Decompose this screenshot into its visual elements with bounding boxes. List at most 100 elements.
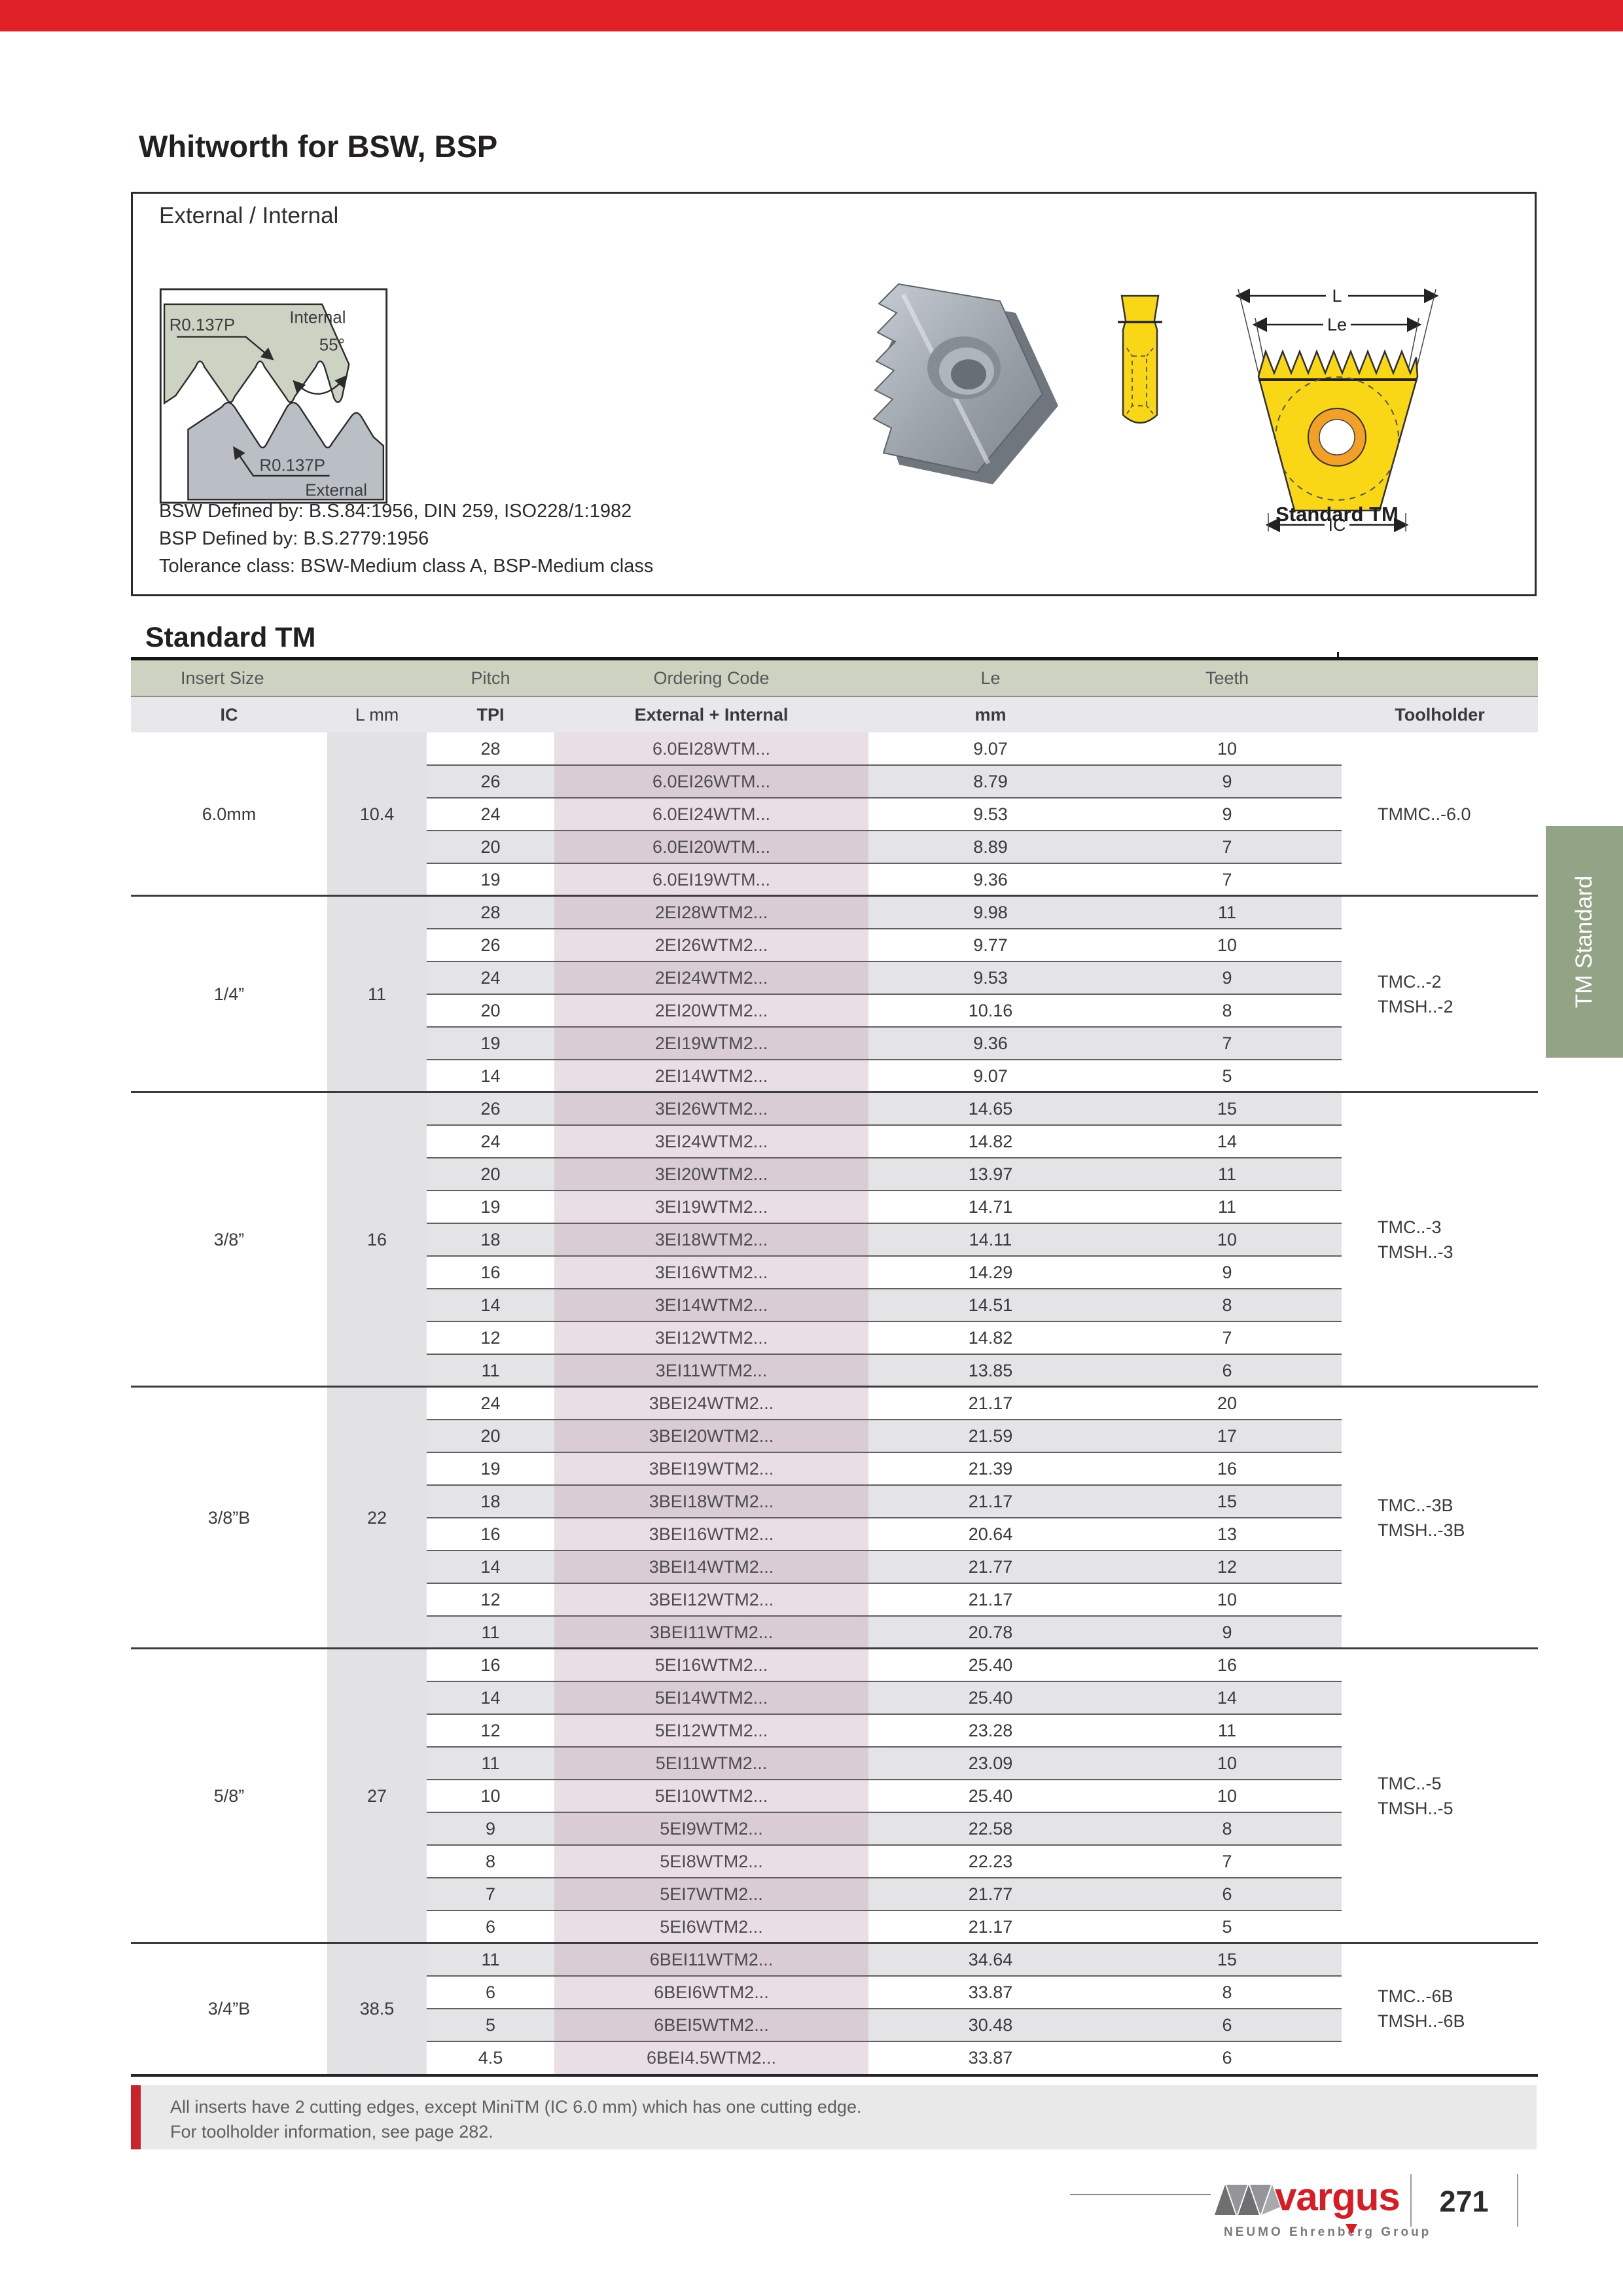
l-cell	[327, 896, 427, 929]
l-cell	[327, 1158, 427, 1191]
le-cell: 10.16	[968, 1000, 1013, 1020]
header-tpi: TPI	[476, 704, 505, 725]
teeth-cell: 7	[1222, 1851, 1232, 1871]
row-divider	[427, 1452, 1342, 1453]
le-cell: 23.28	[968, 1720, 1013, 1740]
l-cell	[327, 1420, 427, 1452]
header-l-mm: L mm	[355, 704, 399, 725]
side-profile-dash-1	[1126, 348, 1133, 357]
toolholder-lines: TMC..-5 TMSH..-5	[1378, 1771, 1454, 1821]
l-cell	[327, 1321, 427, 1354]
toolholder-label: TMC..-2 TMSH..-2	[1378, 896, 1538, 1092]
header-pitch: Pitch	[471, 668, 510, 688]
footnote-text: All inserts have 2 cutting edges, except…	[170, 2094, 862, 2144]
table-row: 28 6.0EI28WTM... 9.07 10	[131, 732, 1538, 766]
le-cell: 20.64	[968, 1524, 1013, 1544]
external-thread-shape	[187, 401, 385, 501]
tpi-cell: 10	[480, 1785, 501, 1806]
tpi-cell: 8	[485, 1851, 496, 1871]
tpi-cell: 16	[480, 1262, 501, 1282]
l-cell	[327, 798, 427, 831]
l-cell	[327, 1452, 427, 1485]
teeth-cell: 5	[1222, 1916, 1232, 1937]
standard-tm-caption: Standard TM	[1275, 503, 1399, 526]
row-divider	[427, 2041, 1342, 2042]
side-profile-dash-4	[1146, 405, 1154, 414]
toolholder-line: TMC..-5	[1378, 1774, 1442, 1793]
le-cell: 21.17	[968, 1916, 1013, 1937]
tpi-cell: 7	[427, 1878, 554, 1910]
tpi-cell: 24	[480, 1393, 501, 1413]
tpi-cell: 28	[480, 738, 501, 759]
table-row: 11 3EI11WTM2... 13.85 6	[131, 1354, 1538, 1387]
ordering-code-cell: 3EI24WTM2...	[554, 1125, 868, 1158]
l-cell	[327, 863, 427, 896]
teeth-cell: 15	[1113, 1092, 1342, 1125]
le-cell: 23.09	[868, 1747, 1113, 1780]
footnote-line-2: For toolholder information, see page 282…	[170, 2122, 493, 2142]
row-divider	[427, 1190, 1342, 1191]
le-cell: 9.36	[868, 1027, 1113, 1060]
insert-size-label: 6.0mm	[202, 804, 257, 824]
insert-size-label: 3/8”	[213, 1229, 245, 1249]
dim-l-ext-left	[1238, 289, 1259, 374]
table-group: 16 5EI16WTM2... 25.40 16 14 5EI14WTM2... 25.40…	[131, 1647, 1538, 1943]
top-red-bar	[0, 0, 1623, 31]
l-cell	[327, 1485, 427, 1518]
toolholder-line: TMSH..-2	[1378, 997, 1454, 1016]
ordering-code-cell: 2EI19WTM2...	[554, 1027, 868, 1060]
l-cell	[327, 1256, 427, 1289]
l-cell	[327, 1551, 427, 1583]
table-row: 18 3BEI18WTM2... 21.17 15	[131, 1485, 1538, 1518]
insert-side-profile	[1118, 295, 1162, 424]
teeth-cell: 6	[1113, 1354, 1342, 1387]
table-row: 16 3BEI16WTM2... 20.64 13	[131, 1518, 1538, 1551]
toolholder-label: TMC..-5 TMSH..-5	[1378, 1649, 1538, 1943]
le-cell: 14.82	[968, 1131, 1013, 1151]
l-value-label: 27	[366, 1785, 387, 1806]
radius-top-label: R0.137P	[169, 316, 235, 334]
le-cell: 9.77	[973, 935, 1008, 955]
tolerance-class: Tolerance class: BSW-Medium class A, BSP…	[159, 556, 654, 577]
external-label: External	[305, 482, 367, 500]
ordering-code-cell: 5EI16WTM2...	[554, 1649, 868, 1681]
row-divider	[427, 2008, 1342, 2009]
teeth-cell: 9	[1113, 961, 1342, 994]
ordering-code-cell: 3BEI11WTM2...	[554, 1616, 868, 1649]
ordering-code-cell: 2EI14WTM2...	[554, 1060, 868, 1092]
row-divider	[427, 1321, 1342, 1322]
teeth-cell: 14	[1113, 1681, 1342, 1714]
l-cell	[327, 1191, 427, 1223]
row-divider	[427, 863, 1342, 864]
teeth-cell: 11	[1217, 1720, 1237, 1740]
l-cell	[327, 929, 427, 961]
toolholder-lines: TMMC..-6.0	[1378, 802, 1471, 827]
teeth-cell: 20	[1217, 1393, 1238, 1413]
ordering-code-cell: 6BEI5WTM2...	[554, 2009, 868, 2041]
teeth-cell: 7	[1113, 831, 1342, 863]
teeth-cell: 9	[1222, 804, 1232, 824]
le-cell: 8.79	[868, 765, 1113, 798]
dim-l-label: L	[1332, 286, 1342, 306]
row-divider	[427, 1812, 1342, 1813]
ordering-code-cell: 3BEI16WTM2...	[554, 1518, 868, 1551]
ordering-code-cell: 3BEI19WTM2...	[554, 1452, 868, 1485]
tpi-cell: 19	[427, 1027, 554, 1060]
l-cell	[327, 1780, 427, 1812]
row-divider	[427, 1026, 1342, 1028]
table-row: 24 2EI24WTM2... 9.53 9	[131, 961, 1538, 995]
row-divider	[427, 1844, 1342, 1846]
table-row: 7 5EI7WTM2... 21.77 6	[131, 1878, 1538, 1911]
table-row: 6 5EI6WTM2... 21.17 5	[131, 1910, 1538, 1943]
logo-triangle-3	[1238, 2185, 1259, 2215]
le-cell: 8.89	[868, 831, 1113, 863]
table-row: 14 3BEI14WTM2... 21.77 12	[131, 1551, 1538, 1584]
ordering-code-cell: 3EI19WTM2...	[554, 1191, 868, 1223]
table-row: 20 6.0EI20WTM... 8.89 7	[131, 831, 1538, 864]
ordering-code-cell: 3EI16WTM2...	[554, 1256, 868, 1289]
le-cell: 34.64	[868, 1943, 1113, 1976]
le-cell: 33.87	[968, 1982, 1013, 2002]
row-divider	[427, 1877, 1342, 1878]
side-tab-tm-standard: TM Standard	[1546, 826, 1623, 1058]
teeth-cell: 8	[1113, 1289, 1342, 1321]
